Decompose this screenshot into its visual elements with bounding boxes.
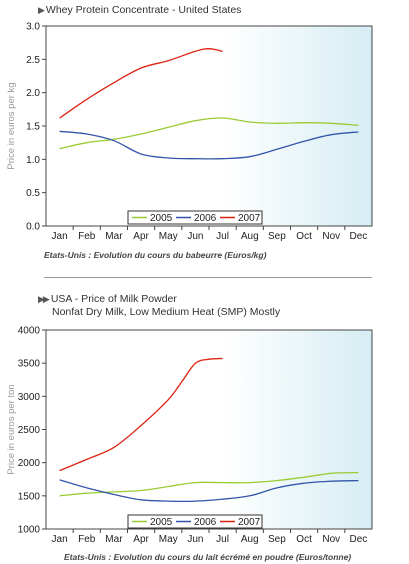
legend (127, 514, 263, 529)
series-line-2006 (59, 479, 359, 503)
x-tick-label: Oct (296, 534, 312, 545)
plot-area (45, 25, 373, 227)
legend (127, 210, 263, 225)
legend-label-2005: 2005 (150, 517, 173, 528)
x-tick-label: Aug (241, 231, 259, 242)
chart-subtitle-milk-powder: Nonfat Dry Milk, Low Medium Heat (SMP) M… (52, 306, 281, 318)
chart-title-whey: ▶ Whey Protein Concentrate - United State… (38, 4, 241, 16)
y-tick-label: 1.0 (26, 155, 40, 166)
divider (44, 277, 372, 278)
x-tick-label: Nov (322, 231, 340, 242)
x-tick-label: Apr (133, 534, 149, 545)
x-tick-label: Apr (133, 231, 149, 242)
y-tick-label: 2500 (18, 425, 41, 436)
whey-chart: 0.0 0.5 1.0 1.5 2.0 2.5 3.0 Price in euros per … (6, 22, 373, 242)
y-tick-label: 3.0 (26, 22, 40, 33)
milk-powder-chart: 1000 1500 2000 2500 3000 3500 4000 Price in eur… (6, 326, 373, 545)
chart-title-text: USA - Price of Milk Powder (50, 293, 177, 305)
y-tick-label: 1500 (18, 491, 41, 502)
chart-panel-whey: ▶ Whey Protein Concentrate - United State… (0, 0, 409, 272)
x-tick-label: Feb (78, 231, 96, 242)
y-tick-label: 3500 (18, 359, 41, 370)
x-tick-label: Aug (241, 534, 259, 545)
y-tick-label: 4000 (18, 326, 41, 337)
x-tick-label: Jun (187, 231, 203, 242)
series-line-2007 (59, 357, 223, 472)
chart-title-text: Whey Protein Concentrate - United States (45, 4, 242, 16)
y-axis-label: Price in euros per kg (6, 82, 17, 169)
series-line-2007 (59, 48, 223, 119)
y-tick-label: 0.5 (26, 188, 40, 199)
x-tick-label: Sep (268, 534, 286, 545)
x-tick-label: Jan (52, 231, 68, 242)
x-tick-label: May (159, 231, 178, 242)
chart-caption-whey: Etats-Unis : Evolution du cours du babeu… (44, 250, 267, 260)
y-tick-label: 1.5 (26, 122, 40, 133)
y-tick-label: 1000 (18, 525, 41, 536)
x-tick-label: Jul (216, 231, 229, 242)
x-tick-label: Jun (187, 534, 203, 545)
double-play-arrow-icon: ▶▶ (38, 294, 50, 304)
x-tick-label: Oct (296, 231, 312, 242)
y-tick-label: 2.0 (26, 88, 40, 99)
chart-panel-milk-powder: ▶▶ USA - Price of Milk Powder Nonfat Dry … (0, 290, 409, 564)
y-tick-label: 0.0 (26, 222, 40, 233)
play-arrow-icon: ▶ (38, 5, 45, 15)
legend-label-2005: 2005 (150, 213, 173, 224)
plot-area (45, 329, 373, 530)
legend-label-2006: 2006 (194, 213, 217, 224)
x-tick-label: Nov (322, 534, 340, 545)
x-tick-label: Jul (216, 534, 229, 545)
x-tick-label: Sep (268, 231, 286, 242)
legend-label-2006: 2006 (194, 517, 217, 528)
y-tick-label: 2.5 (26, 55, 40, 66)
series-line-2006 (59, 130, 359, 160)
y-axis-label: Price in euros per ton (6, 384, 17, 474)
legend-label-2007: 2007 (238, 213, 261, 224)
legend-label-2007: 2007 (238, 517, 261, 528)
x-tick-label: Dec (350, 534, 368, 545)
y-tick-label: 2000 (18, 458, 41, 469)
series-line-2005 (59, 471, 359, 497)
y-tick-label: 3000 (18, 392, 41, 403)
x-tick-label: May (159, 534, 178, 545)
x-tick-label: Dec (350, 231, 368, 242)
x-tick-label: Mar (105, 231, 123, 242)
x-tick-label: Jan (52, 534, 68, 545)
chart-title-milk-powder: ▶▶ USA - Price of Milk Powder (38, 293, 177, 305)
x-tick-label: Feb (78, 534, 96, 545)
chart-caption-milk-powder: Etats-Unis : Evolution du cours du lait … (64, 552, 352, 562)
x-tick-label: Mar (105, 534, 123, 545)
